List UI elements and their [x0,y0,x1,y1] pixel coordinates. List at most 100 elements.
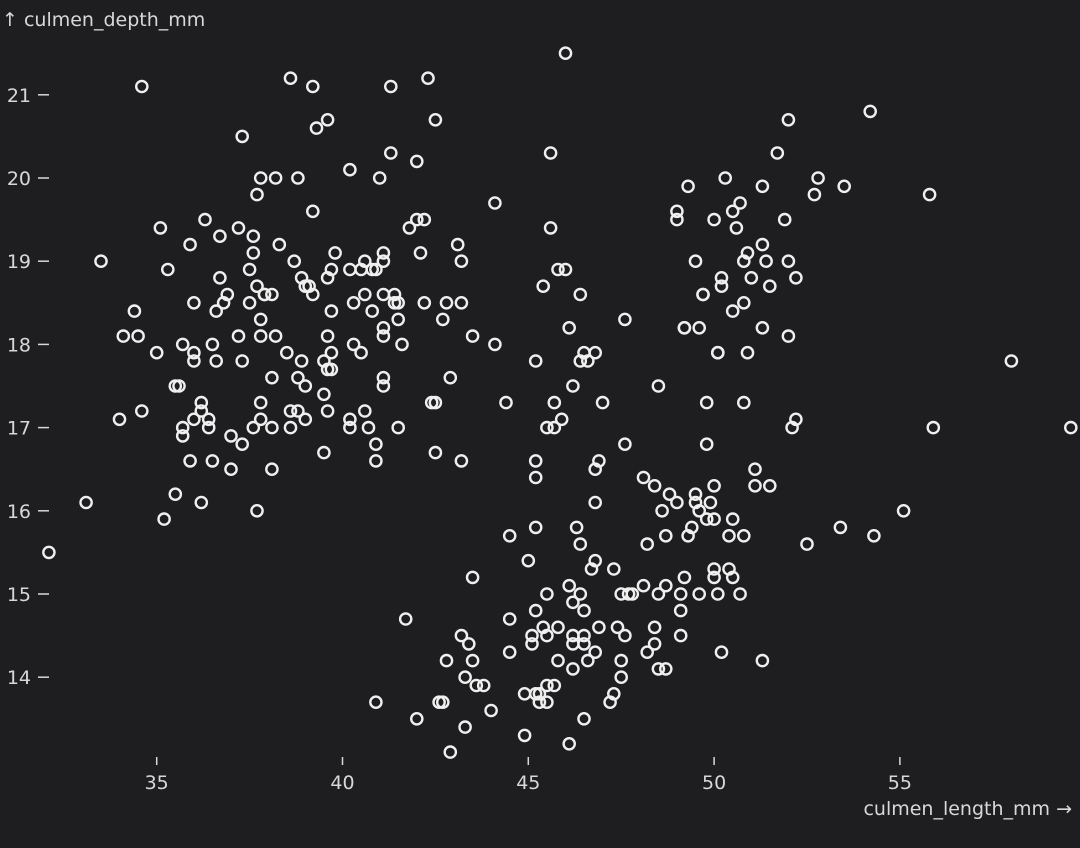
y-tick-label: 21 [7,85,31,107]
data-point [922,187,937,202]
data-point [670,212,684,227]
data-point [502,612,517,626]
data-point [737,529,751,543]
data-point [413,246,428,260]
data-point [659,578,673,593]
data-point [246,420,261,435]
data-point [458,670,472,685]
data-point [231,221,246,235]
data-point [134,79,149,94]
data-point [588,345,603,360]
data-point [443,370,458,385]
y-tick-label: 16 [7,501,31,523]
x-tick-label: 45 [516,772,540,794]
data-point [525,637,539,651]
data-point [725,304,740,318]
data-point [369,262,383,277]
data-point [235,129,249,144]
data-point [320,329,335,343]
data-point [324,345,339,360]
data-point [246,229,261,243]
data-point [201,412,216,427]
data-point [361,420,376,435]
data-point [417,295,432,310]
data-point [528,470,543,485]
data-point [673,628,688,643]
data-point [112,412,127,427]
data-point [439,653,454,668]
data-point [116,329,131,343]
data-point [540,628,554,643]
data-point [499,395,513,410]
data-point [357,287,372,302]
data-point [573,537,588,551]
data-point [291,171,305,185]
data-point [592,620,606,635]
data-point [421,71,435,85]
data-point [469,678,484,693]
data-point [213,270,227,285]
data-point [670,204,684,219]
data-point [187,345,201,360]
data-point [465,570,480,585]
data-point [714,270,729,285]
data-point [521,553,536,568]
data-point [465,653,480,668]
y-tick-label: 15 [7,584,31,606]
y-axis-label: ↑ culmen_depth_mm [2,9,205,31]
data-point [454,295,469,310]
data-point [383,146,398,160]
data-point [376,246,391,260]
data-point [558,262,573,277]
data-point [562,737,577,751]
data-point [268,171,283,185]
data-point [588,495,603,510]
data-point [677,320,692,335]
data-point [528,454,543,468]
data-point [291,370,305,385]
data-point [365,304,380,318]
data-point [205,454,220,468]
data-point [1004,354,1019,368]
data-point [614,653,629,668]
data-point [283,404,298,418]
data-point [558,46,573,61]
data-point [640,537,655,551]
data-point [391,312,406,327]
data-point [651,587,666,601]
data-point [781,113,796,127]
data-point [268,329,283,343]
data-point [372,171,387,185]
data-point [566,379,580,393]
data-point [647,478,662,493]
data-point [454,628,469,643]
data-point [800,537,814,551]
data-point [636,578,651,593]
data-point [443,745,458,759]
data-point [149,345,164,360]
data-point [562,320,577,335]
data-point [183,237,197,252]
y-tick-label: 17 [7,418,31,440]
data-point [699,437,714,452]
data-point [346,337,361,352]
data-point [703,495,718,510]
data-point [781,329,796,343]
data-point [391,295,406,310]
data-point [134,404,149,418]
data-point [343,420,357,435]
data-point [320,113,335,127]
data-point [926,420,941,435]
data-point [187,354,201,368]
data-point [733,587,747,601]
data-point [194,495,209,510]
data-point [566,662,580,676]
data-point [235,437,249,452]
data-point [253,412,268,427]
data-point [298,412,313,427]
data-point [175,429,190,443]
data-point [740,246,755,260]
data-point [707,512,721,526]
data-point [562,578,577,593]
